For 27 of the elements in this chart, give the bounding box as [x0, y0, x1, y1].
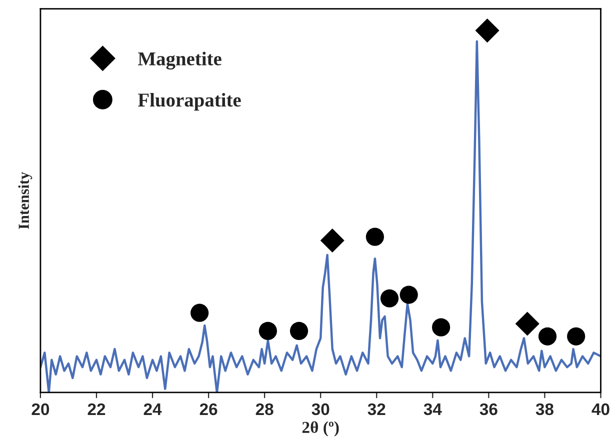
point [258, 322, 277, 340]
x-tick-label: 40 [592, 403, 610, 416]
point [432, 318, 450, 336]
point [320, 228, 344, 252]
legend-label: Fluorapatite [138, 92, 241, 111]
point [190, 304, 209, 322]
point [380, 289, 399, 308]
x-tick-label: 22 [88, 403, 106, 415]
point [290, 322, 308, 340]
point [538, 327, 557, 346]
x-tick-label: 30 [312, 403, 330, 416]
point [515, 312, 540, 336]
x-tick-label: 24 [144, 403, 162, 415]
legend-label: Magnetite [138, 52, 222, 70]
x-axis-title: 2θ (º) [302, 421, 339, 436]
x-tick-label: 28 [256, 403, 274, 416]
x-tick-label: 38 [536, 403, 554, 416]
y-axis-title: Intensity [18, 172, 32, 229]
point [475, 18, 500, 43]
point [400, 286, 418, 304]
x-tick-label: 20 [32, 403, 50, 416]
point [567, 327, 586, 346]
x-tick-label: 32 [368, 403, 386, 416]
x-tick-label: 36 [480, 403, 498, 416]
point [366, 228, 384, 246]
x-tick-label: 34 [424, 403, 442, 416]
x-tick-label: 26 [200, 403, 218, 416]
